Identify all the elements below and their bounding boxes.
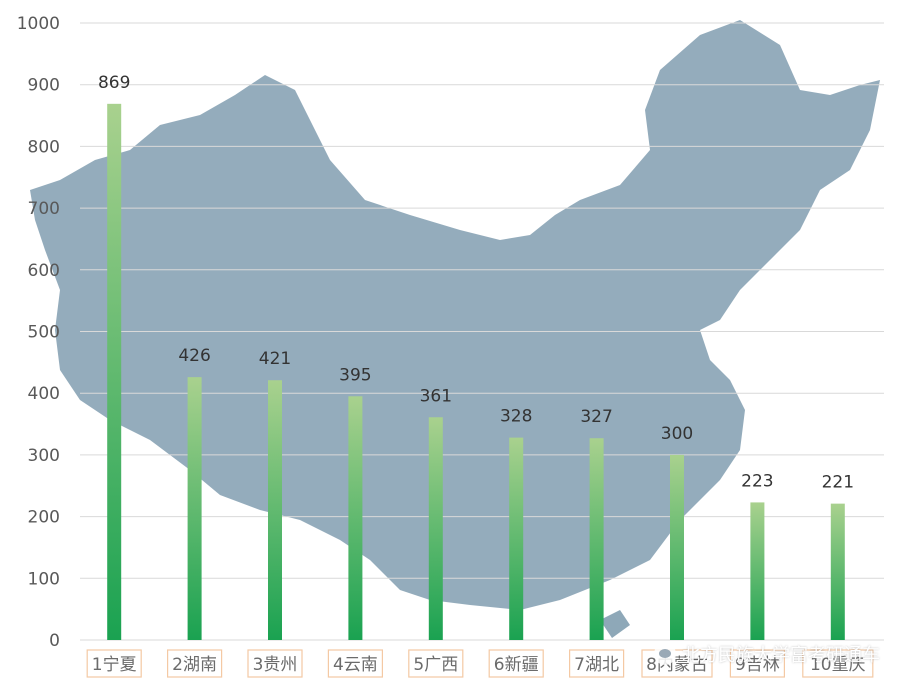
- category-label-box: [802, 649, 874, 678]
- x-tick-label: 1宁夏: [92, 655, 137, 675]
- category-label-box: [568, 649, 625, 678]
- bar: [107, 103, 122, 640]
- watermark: 北方民族大学富考研通车: [654, 641, 880, 667]
- y-tick-label: 800: [28, 137, 60, 157]
- bar: [348, 396, 363, 640]
- wechat-icon: [654, 643, 676, 665]
- x-tick-label: 3贵州: [253, 655, 298, 675]
- data-label: 361: [420, 386, 452, 406]
- category-label-box: [167, 649, 223, 678]
- y-tick-label: 700: [28, 199, 60, 219]
- x-tick-label: 10重庆: [810, 655, 866, 675]
- category-label-box: [488, 649, 544, 678]
- y-tick-label: 300: [28, 446, 60, 466]
- category-label-box: [327, 649, 383, 678]
- bar: [509, 437, 524, 640]
- data-label: 869: [98, 73, 130, 93]
- data-label: 221: [822, 473, 854, 493]
- data-label: 300: [661, 424, 693, 444]
- y-tick-label: 1000: [17, 14, 60, 34]
- y-tick-label: 0: [49, 631, 60, 651]
- y-tick-label: 100: [28, 569, 60, 589]
- data-label: 395: [339, 365, 371, 385]
- x-tick-label: 6新疆: [494, 655, 539, 675]
- y-tick-label: 400: [28, 384, 60, 404]
- bar: [830, 503, 845, 640]
- watermark-text: 北方民族大学富考研通车: [682, 645, 880, 666]
- category-label-box: [247, 649, 303, 678]
- category-label-box: [408, 649, 464, 678]
- category-label-box: [729, 649, 786, 678]
- y-tick-label: 500: [28, 323, 60, 343]
- data-label: 421: [259, 349, 291, 369]
- data-label: 223: [741, 471, 773, 491]
- category-label-box: [641, 649, 713, 678]
- category-label-box: [86, 649, 142, 678]
- x-tick-label: 4云南: [333, 655, 378, 675]
- x-tick-label: 5广西: [413, 655, 458, 675]
- bar: [670, 454, 684, 640]
- background-map: [30, 20, 880, 610]
- bar: [187, 377, 202, 640]
- y-tick-label: 900: [28, 76, 60, 96]
- data-label: 327: [580, 407, 612, 427]
- y-tick-label: 200: [28, 508, 60, 528]
- bar: [428, 417, 443, 640]
- data-label: 328: [500, 407, 532, 427]
- bar: [268, 380, 282, 640]
- x-tick-label: 7湖北: [574, 655, 619, 675]
- x-tick-label: 2湖南: [172, 655, 217, 675]
- bar: [589, 438, 604, 640]
- data-label: 426: [178, 346, 210, 366]
- x-tick-label: 9吉林: [735, 655, 780, 675]
- map-island: [600, 610, 630, 638]
- bar: [750, 502, 765, 640]
- y-tick-label: 600: [28, 261, 60, 281]
